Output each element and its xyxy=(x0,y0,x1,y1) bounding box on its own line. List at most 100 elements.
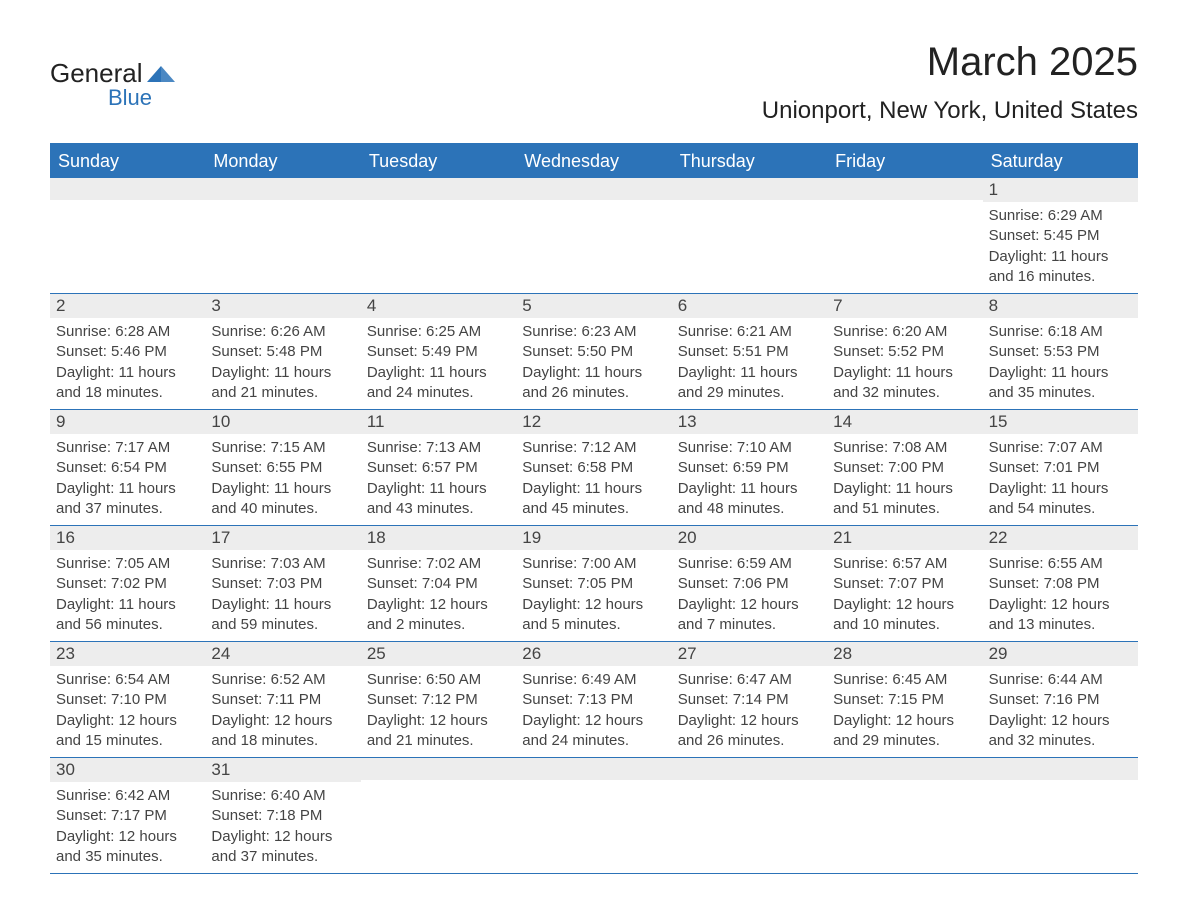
daylight-line-2: and 5 minutes. xyxy=(522,615,665,635)
day-number: 17 xyxy=(205,526,360,550)
day-detail: Sunrise: 7:02 AMSunset: 7:04 PMDaylight:… xyxy=(361,550,516,641)
sunrise-line: Sunrise: 6:18 AM xyxy=(989,322,1132,342)
sunset-line: Sunset: 7:16 PM xyxy=(989,690,1132,710)
day-detail: Sunrise: 6:47 AMSunset: 7:14 PMDaylight:… xyxy=(672,666,827,757)
daylight-line-1: Daylight: 12 hours xyxy=(678,595,821,615)
daylight-line-2: and 35 minutes. xyxy=(989,383,1132,403)
sunset-line: Sunset: 7:05 PM xyxy=(522,574,665,594)
daylight-line-1: Daylight: 12 hours xyxy=(989,595,1132,615)
sunset-line: Sunset: 7:15 PM xyxy=(833,690,976,710)
sunrise-line: Sunrise: 6:20 AM xyxy=(833,322,976,342)
sunrise-line: Sunrise: 7:13 AM xyxy=(367,438,510,458)
daylight-line-2: and 15 minutes. xyxy=(56,731,199,751)
daylight-line-2: and 40 minutes. xyxy=(211,499,354,519)
day-detail: Sunrise: 7:03 AMSunset: 7:03 PMDaylight:… xyxy=(205,550,360,641)
calendar-day xyxy=(672,178,827,293)
sunrise-line: Sunrise: 6:57 AM xyxy=(833,554,976,574)
sunrise-line: Sunrise: 7:00 AM xyxy=(522,554,665,574)
day-detail: Sunrise: 6:50 AMSunset: 7:12 PMDaylight:… xyxy=(361,666,516,757)
sunset-line: Sunset: 7:07 PM xyxy=(833,574,976,594)
day-number: 7 xyxy=(827,294,982,318)
day-number: 20 xyxy=(672,526,827,550)
sunrise-line: Sunrise: 6:44 AM xyxy=(989,670,1132,690)
day-detail xyxy=(827,200,982,210)
sunset-line: Sunset: 7:03 PM xyxy=(211,574,354,594)
sunset-line: Sunset: 5:50 PM xyxy=(522,342,665,362)
daylight-line-2: and 21 minutes. xyxy=(367,731,510,751)
sunset-line: Sunset: 5:49 PM xyxy=(367,342,510,362)
day-detail: Sunrise: 6:45 AMSunset: 7:15 PMDaylight:… xyxy=(827,666,982,757)
day-number: 30 xyxy=(50,758,205,782)
daylight-line-2: and 21 minutes. xyxy=(211,383,354,403)
calendar-day: 29Sunrise: 6:44 AMSunset: 7:16 PMDayligh… xyxy=(983,642,1138,757)
sunrise-line: Sunrise: 6:45 AM xyxy=(833,670,976,690)
calendar: SundayMondayTuesdayWednesdayThursdayFrid… xyxy=(50,143,1138,874)
daylight-line-1: Daylight: 12 hours xyxy=(367,595,510,615)
sunset-line: Sunset: 7:14 PM xyxy=(678,690,821,710)
day-number: 24 xyxy=(205,642,360,666)
sunset-line: Sunset: 7:04 PM xyxy=(367,574,510,594)
daylight-line-2: and 43 minutes. xyxy=(367,499,510,519)
daylight-line-1: Daylight: 11 hours xyxy=(211,595,354,615)
calendar-day: 27Sunrise: 6:47 AMSunset: 7:14 PMDayligh… xyxy=(672,642,827,757)
sunrise-line: Sunrise: 6:59 AM xyxy=(678,554,821,574)
daylight-line-1: Daylight: 11 hours xyxy=(678,479,821,499)
day-number: 4 xyxy=(361,294,516,318)
sunset-line: Sunset: 5:45 PM xyxy=(989,226,1132,246)
sunrise-line: Sunrise: 6:23 AM xyxy=(522,322,665,342)
day-number xyxy=(672,758,827,780)
day-detail: Sunrise: 6:21 AMSunset: 5:51 PMDaylight:… xyxy=(672,318,827,409)
day-detail: Sunrise: 6:52 AMSunset: 7:11 PMDaylight:… xyxy=(205,666,360,757)
sunset-line: Sunset: 7:10 PM xyxy=(56,690,199,710)
day-number xyxy=(50,178,205,200)
daylight-line-1: Daylight: 12 hours xyxy=(989,711,1132,731)
day-number xyxy=(827,758,982,780)
day-number: 10 xyxy=(205,410,360,434)
daylight-line-1: Daylight: 11 hours xyxy=(211,479,354,499)
sunrise-line: Sunrise: 6:49 AM xyxy=(522,670,665,690)
day-detail: Sunrise: 7:10 AMSunset: 6:59 PMDaylight:… xyxy=(672,434,827,525)
daylight-line-1: Daylight: 11 hours xyxy=(367,479,510,499)
day-number: 26 xyxy=(516,642,671,666)
day-detail: Sunrise: 6:40 AMSunset: 7:18 PMDaylight:… xyxy=(205,782,360,873)
sunrise-line: Sunrise: 6:54 AM xyxy=(56,670,199,690)
daylight-line-2: and 2 minutes. xyxy=(367,615,510,635)
sunset-line: Sunset: 7:06 PM xyxy=(678,574,821,594)
daylight-line-1: Daylight: 11 hours xyxy=(522,479,665,499)
sunrise-line: Sunrise: 7:08 AM xyxy=(833,438,976,458)
sunrise-line: Sunrise: 7:05 AM xyxy=(56,554,199,574)
day-number: 5 xyxy=(516,294,671,318)
day-detail: Sunrise: 7:05 AMSunset: 7:02 PMDaylight:… xyxy=(50,550,205,641)
calendar-day: 31Sunrise: 6:40 AMSunset: 7:18 PMDayligh… xyxy=(205,758,360,873)
day-detail: Sunrise: 7:00 AMSunset: 7:05 PMDaylight:… xyxy=(516,550,671,641)
calendar-day: 23Sunrise: 6:54 AMSunset: 7:10 PMDayligh… xyxy=(50,642,205,757)
day-detail xyxy=(827,780,982,790)
daylight-line-2: and 26 minutes. xyxy=(678,731,821,751)
daylight-line-2: and 35 minutes. xyxy=(56,847,199,867)
calendar-week: 30Sunrise: 6:42 AMSunset: 7:17 PMDayligh… xyxy=(50,758,1138,874)
day-detail: Sunrise: 7:17 AMSunset: 6:54 PMDaylight:… xyxy=(50,434,205,525)
sunset-line: Sunset: 5:51 PM xyxy=(678,342,821,362)
day-detail xyxy=(361,780,516,790)
day-number: 27 xyxy=(672,642,827,666)
daylight-line-1: Daylight: 12 hours xyxy=(56,827,199,847)
day-number: 6 xyxy=(672,294,827,318)
calendar-header-cell: Thursday xyxy=(672,145,827,178)
daylight-line-2: and 18 minutes. xyxy=(56,383,199,403)
calendar-day xyxy=(361,758,516,873)
daylight-line-1: Daylight: 12 hours xyxy=(56,711,199,731)
day-number: 9 xyxy=(50,410,205,434)
daylight-line-1: Daylight: 12 hours xyxy=(522,595,665,615)
day-detail: Sunrise: 7:07 AMSunset: 7:01 PMDaylight:… xyxy=(983,434,1138,525)
calendar-day: 12Sunrise: 7:12 AMSunset: 6:58 PMDayligh… xyxy=(516,410,671,525)
calendar-header-cell: Sunday xyxy=(50,145,205,178)
day-detail: Sunrise: 6:26 AMSunset: 5:48 PMDaylight:… xyxy=(205,318,360,409)
daylight-line-1: Daylight: 11 hours xyxy=(56,363,199,383)
sunset-line: Sunset: 5:48 PM xyxy=(211,342,354,362)
calendar-day: 30Sunrise: 6:42 AMSunset: 7:17 PMDayligh… xyxy=(50,758,205,873)
calendar-day: 21Sunrise: 6:57 AMSunset: 7:07 PMDayligh… xyxy=(827,526,982,641)
day-number xyxy=(361,758,516,780)
day-number: 2 xyxy=(50,294,205,318)
daylight-line-2: and 37 minutes. xyxy=(211,847,354,867)
calendar-day: 6Sunrise: 6:21 AMSunset: 5:51 PMDaylight… xyxy=(672,294,827,409)
